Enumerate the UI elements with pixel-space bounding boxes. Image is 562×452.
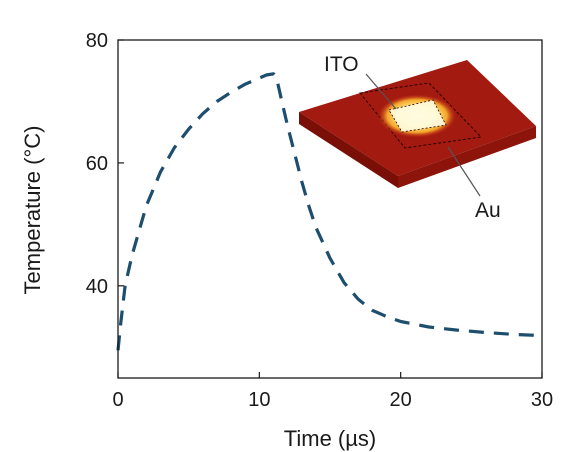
x-axis-label: Time (µs): [284, 426, 377, 451]
y-tick-label: 40: [86, 276, 108, 298]
chart-marks: [116, 72, 543, 351]
ito-label: ITO: [324, 53, 359, 76]
au-label: Au: [475, 199, 501, 222]
ito-electrode: [389, 100, 446, 132]
au-pointer-line: [447, 146, 481, 197]
x-tick-label: 0: [112, 389, 123, 411]
x-tick-label: 20: [390, 389, 412, 411]
slab-side: [398, 126, 536, 188]
inset-device-image: ITO Au: [299, 53, 536, 222]
x-tick-label: 30: [531, 389, 553, 411]
x-tick-label: 10: [248, 389, 270, 411]
ito-pointer-line: [365, 73, 397, 110]
plot-frame: [117, 39, 543, 379]
y-tick-label: 80: [86, 30, 108, 52]
y-axis-label: Temperature (°C): [20, 126, 45, 295]
axis-ticks: 0 10 20 30 40 60 80: [86, 30, 553, 411]
ito-outline: [388, 99, 447, 133]
y-tick-label: 60: [86, 153, 108, 175]
slab-front: [299, 112, 398, 188]
series-line: [116, 72, 543, 351]
